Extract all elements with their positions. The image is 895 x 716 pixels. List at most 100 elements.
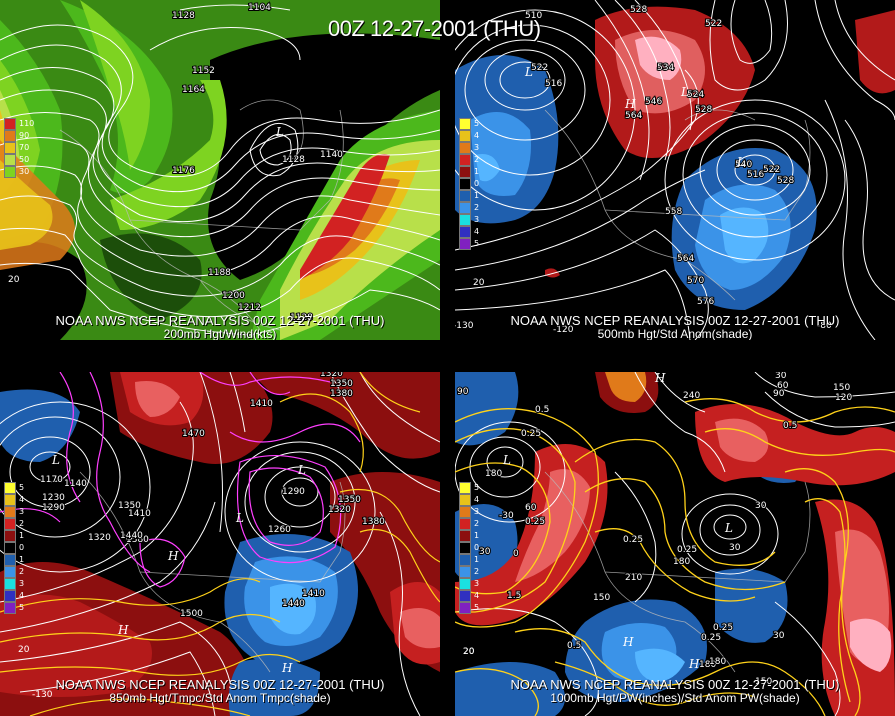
contour-label: 90 bbox=[457, 387, 469, 397]
legend-swatch: 2 bbox=[4, 566, 24, 578]
legend-200mb: 110 90 70 50 30 bbox=[4, 118, 34, 178]
legend-label: 1 bbox=[474, 555, 480, 564]
contour-label: 180 bbox=[709, 657, 726, 667]
caption-500mb-line1: NOAA NWS NCEP REANALYSIS 00Z 12-27-2001 … bbox=[510, 313, 840, 328]
legend-label: 2 bbox=[19, 567, 25, 576]
contour-label: 1164 bbox=[182, 85, 205, 95]
legend-label: 4 bbox=[474, 131, 480, 140]
contour-label: 1260 bbox=[268, 525, 291, 535]
contour-label: 522 bbox=[531, 63, 548, 73]
legend-label: 3 bbox=[474, 215, 480, 224]
low-pressure-marker: L bbox=[524, 65, 533, 79]
legend-label: 3 bbox=[19, 579, 25, 588]
high-pressure-marker: H bbox=[688, 657, 700, 671]
contour-label: 180 bbox=[699, 660, 716, 670]
contour-label: 30 bbox=[479, 547, 491, 557]
legend-label: 2 bbox=[474, 155, 480, 164]
legend-label: 4 bbox=[19, 495, 25, 504]
contour-label: 522 bbox=[763, 165, 780, 175]
contour-label: 1380 bbox=[126, 535, 149, 545]
panel-1000mb: 90 0.5 0.25 240 30 60 90 150 120 0.5 180 -30 60 30 0.2… bbox=[455, 372, 895, 716]
legend-label: 110 bbox=[19, 119, 35, 128]
contour-label: 180 bbox=[673, 557, 690, 567]
contour-label: 1320 bbox=[328, 505, 351, 515]
legend-swatch: 0 bbox=[4, 542, 24, 554]
contour-label: 180 bbox=[485, 469, 502, 479]
low-pressure-marker: L bbox=[680, 85, 689, 99]
main-title: 00Z 12-27-2001 (THU) bbox=[328, 16, 541, 41]
legend-label: 3 bbox=[474, 579, 480, 588]
legend-swatch: 5 bbox=[459, 238, 479, 250]
legend-swatch: 30 bbox=[4, 166, 29, 178]
longitude-label: 20 bbox=[18, 645, 30, 655]
caption-500mb-line2: 500mb Hgt/Std Anom(shade) bbox=[597, 327, 753, 340]
contour-label: 1410 bbox=[250, 399, 273, 409]
map-200mb bbox=[0, 0, 440, 340]
legend-label: 1 bbox=[19, 555, 25, 564]
legend-swatch: 4 bbox=[4, 590, 24, 602]
legend-swatch: 1 bbox=[4, 530, 24, 542]
labels-500mb: 5105285225225165345465245285645405165225… bbox=[455, 4, 832, 335]
contour-label: 564 bbox=[625, 111, 642, 121]
legend-label: 2 bbox=[19, 519, 25, 528]
contour-label: 0.25 bbox=[623, 535, 643, 545]
contour-label: 1320 bbox=[88, 533, 111, 543]
contour-label: 60 bbox=[525, 503, 537, 513]
contour-label: 516 bbox=[747, 170, 764, 180]
contour-label: 0.25 bbox=[713, 623, 733, 633]
contour-label: 0.25 bbox=[677, 545, 697, 555]
low-pressure-marker: L bbox=[736, 155, 745, 169]
contour-label: 1200 bbox=[222, 291, 245, 301]
legend-label: 5 bbox=[474, 239, 480, 248]
contour-label: 546 bbox=[645, 97, 662, 107]
contour-label: 20 bbox=[463, 647, 475, 657]
legend-swatch: 2 bbox=[459, 154, 479, 166]
contour-label: 30 bbox=[755, 501, 767, 511]
legend-label: 5 bbox=[474, 483, 480, 492]
contour-label: 30 bbox=[773, 631, 785, 641]
legend-swatch: 70 bbox=[4, 142, 29, 154]
contour-label: 528 bbox=[630, 5, 647, 15]
longitude-label: -80 bbox=[817, 321, 832, 331]
map-850mb bbox=[0, 372, 440, 716]
contour-label: 1350 bbox=[338, 495, 361, 505]
legend-swatch: 2 bbox=[459, 518, 479, 530]
legend-swatch: 3 bbox=[4, 506, 24, 518]
legend-swatch: 4 bbox=[459, 226, 479, 238]
high-pressure-marker: H bbox=[117, 623, 129, 637]
caption-200mb-line1: NOAA NWS NCEP REANALYSIS 00Z 12-27-2001 … bbox=[55, 313, 385, 328]
contour-label: 516 bbox=[545, 79, 562, 89]
contour-label: 1188 bbox=[208, 268, 231, 278]
legend-label: 5 bbox=[474, 603, 480, 612]
legend-swatch: 5 bbox=[459, 482, 479, 494]
low-pressure-marker: L bbox=[724, 521, 733, 535]
low-pressure-marker: L bbox=[297, 463, 306, 477]
legend-label: 1 bbox=[474, 531, 480, 540]
high-pressure-marker: H bbox=[167, 549, 179, 563]
contour-label: 540 bbox=[735, 160, 752, 170]
legend-label: 4 bbox=[474, 591, 480, 600]
contour-label: 1410 bbox=[302, 589, 325, 599]
legend-label: 4 bbox=[474, 495, 480, 504]
contour-label: 1128 bbox=[282, 155, 305, 165]
longitude-label: 20 bbox=[8, 275, 20, 285]
legend-label: 2 bbox=[474, 519, 480, 528]
labels-200mb: 1104 1128 1152 1164 1176 1128 1140 1188 1200 1212… bbox=[8, 2, 344, 324]
legend-swatch: 0 bbox=[459, 178, 479, 190]
legend-label: 30 bbox=[19, 167, 30, 176]
longitude-label: 20 bbox=[463, 647, 475, 657]
legend-swatch: 3 bbox=[459, 506, 479, 518]
contour-label: 1440 bbox=[282, 599, 305, 609]
contour-label: 90 bbox=[773, 389, 785, 399]
legend-label: 0 bbox=[474, 543, 480, 552]
legend-swatch: 5 bbox=[4, 602, 24, 614]
legend-swatch: 1 bbox=[459, 190, 479, 202]
contour-label: 0.5 bbox=[783, 421, 797, 431]
legend-label: 3 bbox=[474, 507, 480, 516]
contour-label: 0 bbox=[513, 549, 519, 559]
legend-swatch: 5 bbox=[459, 118, 479, 130]
legend-label: 1 bbox=[19, 531, 25, 540]
legend-500mb: 5 4 3 2 1 0 1 2 3 4 5 bbox=[459, 118, 479, 250]
labels-1000mb: 900.50.252403060901501200.5180-3060300.2… bbox=[456, 372, 853, 688]
contour-label: 1104 bbox=[248, 3, 271, 13]
